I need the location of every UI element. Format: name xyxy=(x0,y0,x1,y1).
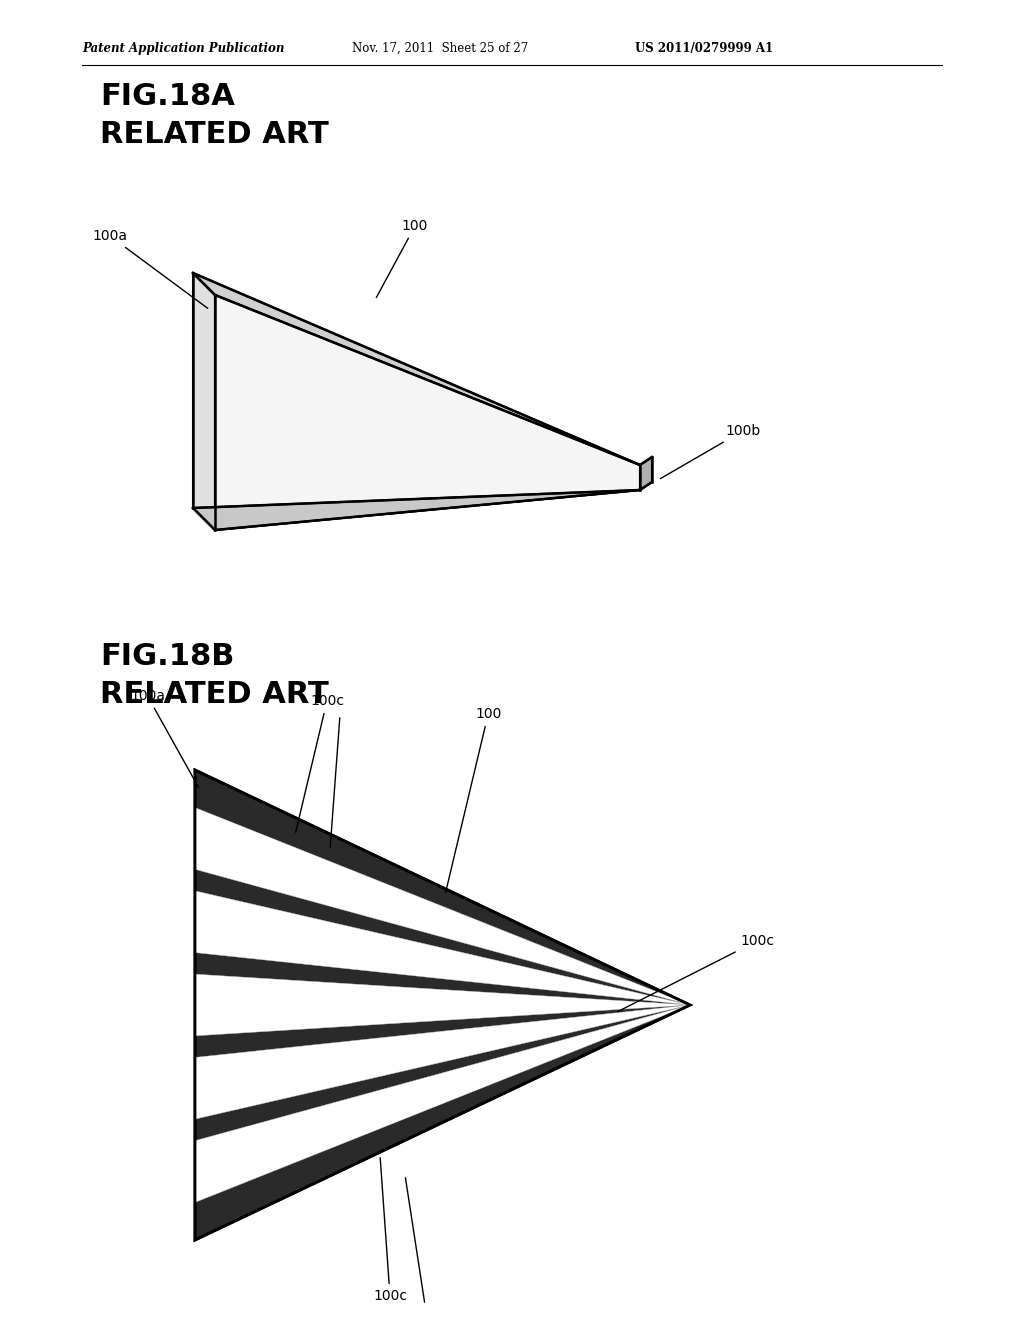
Polygon shape xyxy=(195,974,690,1036)
Text: 100: 100 xyxy=(445,708,502,892)
Text: Patent Application Publication: Patent Application Publication xyxy=(82,42,285,55)
Text: RELATED ART: RELATED ART xyxy=(100,680,329,709)
Polygon shape xyxy=(640,457,652,490)
Polygon shape xyxy=(195,1005,690,1119)
Text: Nov. 17, 2011  Sheet 25 of 27: Nov. 17, 2011 Sheet 25 of 27 xyxy=(352,42,528,55)
Text: 100c: 100c xyxy=(617,935,774,1011)
Polygon shape xyxy=(195,891,690,1005)
Polygon shape xyxy=(195,1005,690,1203)
Text: 100a: 100a xyxy=(130,689,199,788)
Polygon shape xyxy=(195,770,690,1239)
Text: RELATED ART: RELATED ART xyxy=(100,120,329,149)
Text: 100: 100 xyxy=(377,219,428,297)
Text: 100a: 100a xyxy=(92,228,208,309)
Polygon shape xyxy=(193,273,215,531)
Text: US 2011/0279999 A1: US 2011/0279999 A1 xyxy=(635,42,773,55)
Text: 100c: 100c xyxy=(373,1158,407,1303)
Polygon shape xyxy=(193,273,640,465)
Text: FIG.18B: FIG.18B xyxy=(100,642,234,671)
Text: 100b: 100b xyxy=(660,424,760,479)
Polygon shape xyxy=(215,294,640,531)
Text: 100c: 100c xyxy=(296,694,344,833)
Polygon shape xyxy=(195,808,690,1005)
Polygon shape xyxy=(193,490,640,531)
Text: FIG.18A: FIG.18A xyxy=(100,82,234,111)
